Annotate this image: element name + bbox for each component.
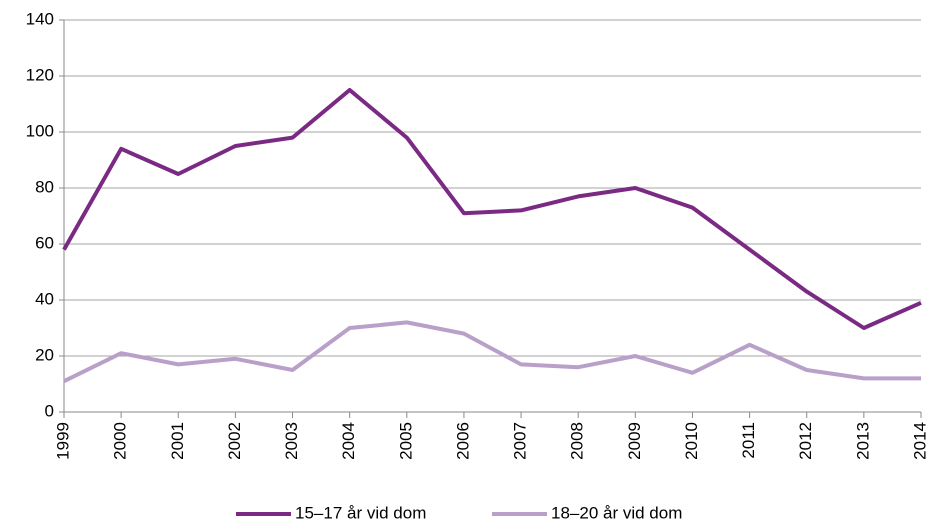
x-tick-label: 2004 — [339, 422, 358, 460]
x-tick-label: 2003 — [282, 422, 301, 460]
y-tick-label: 0 — [45, 401, 54, 420]
x-tick-label: 2011 — [739, 422, 758, 459]
x-tick-label: 1999 — [53, 422, 72, 460]
x-tick-label: 2000 — [111, 422, 130, 460]
series-line — [62, 88, 922, 330]
x-tick-label: 2014 — [910, 422, 929, 460]
x-tick-label: 2007 — [511, 422, 530, 460]
x-tick-label: 2001 — [168, 422, 187, 460]
legend-label: 18–20 år vid dom — [551, 503, 682, 522]
y-tick-label: 20 — [35, 345, 54, 364]
x-tick-label: 2002 — [225, 422, 244, 460]
x-tick-label: 2008 — [568, 422, 587, 460]
x-tick-label: 2010 — [682, 422, 701, 460]
y-tick-label: 100 — [26, 121, 54, 140]
x-tick-label: 2012 — [796, 422, 815, 460]
x-tick-label: 2006 — [453, 422, 472, 460]
x-tick-label: 2009 — [625, 422, 644, 460]
x-tick-label: 2005 — [396, 422, 415, 460]
x-tick-label: 2013 — [853, 422, 872, 460]
y-tick-label: 80 — [35, 177, 54, 196]
y-tick-label: 40 — [35, 289, 54, 308]
legend-label: 15–17 år vid dom — [295, 503, 426, 522]
y-tick-label: 140 — [26, 9, 54, 28]
y-tick-label: 120 — [26, 65, 54, 84]
series-line — [63, 320, 921, 383]
y-tick-label: 60 — [35, 233, 54, 252]
